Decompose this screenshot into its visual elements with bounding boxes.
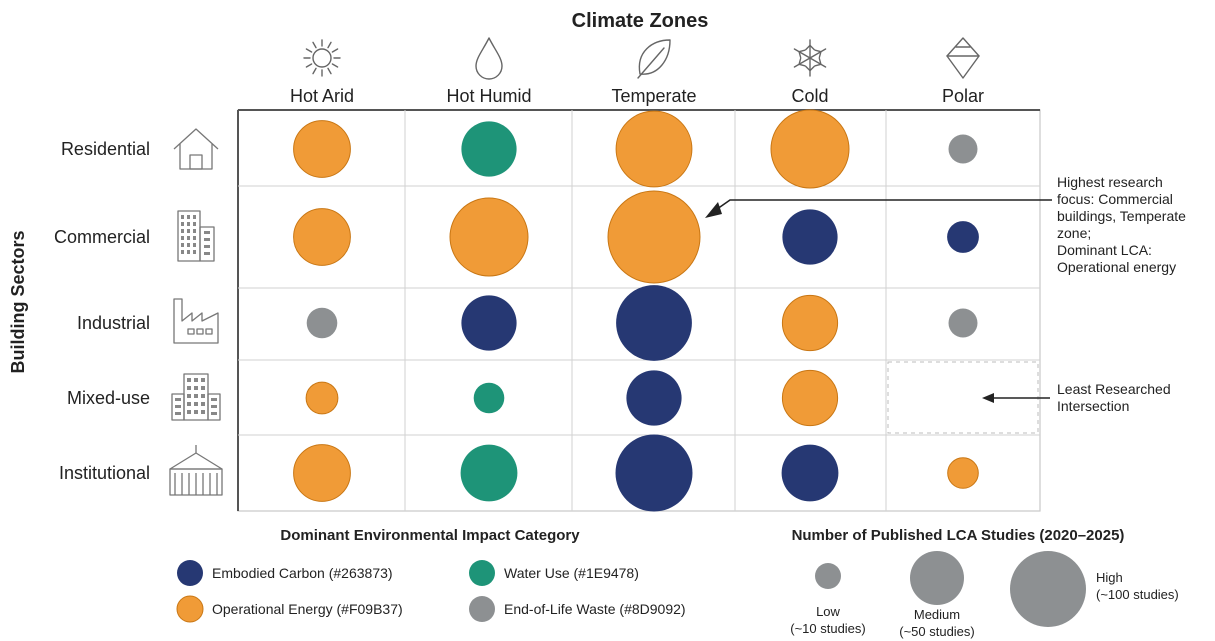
climate-zone-labels: Hot Arid Hot Humid Temperate Cold Polar (290, 86, 984, 106)
annotation-arrowhead-highest (705, 202, 722, 218)
bubble-commercial-hot-arid (293, 208, 351, 266)
bubble-marks (293, 109, 979, 512)
legend-swatch-operational-energy (176, 595, 204, 623)
bubble-mixed-use-cold (781, 369, 839, 427)
bubble-commercial-cold (782, 209, 838, 265)
category-legend: Embodied Carbon (#263873) Water Use (#1E9… (176, 560, 686, 623)
bubble-mixed-use-hot-humid (473, 382, 505, 414)
size-legend-title: Number of Published LCA Studies (2020–20… (792, 527, 1125, 544)
building-sector-icons (169, 128, 223, 496)
institution-icon (169, 445, 223, 496)
zone-label-hot-arid: Hot Arid (290, 86, 354, 106)
bubble-commercial-temperate (607, 190, 701, 284)
bubble-residential-polar (948, 134, 978, 164)
bubble-mixed-use-hot-arid (305, 381, 339, 415)
bubble-industrial-cold (781, 294, 839, 352)
sector-label-commercial: Commercial (54, 227, 150, 247)
bubble-industrial-hot-arid (306, 307, 338, 339)
bubble-residential-temperate (615, 110, 693, 188)
size-legend: Low (~10 studies) Medium (~50 studies) High (… (790, 551, 1179, 639)
building-sector-labels: Residential Commercial Industrial Mixed-use… (54, 139, 150, 483)
mixed-use-building-icon (171, 373, 221, 421)
size-legend-sub-high: (~100 studies) (1096, 587, 1179, 602)
zone-label-hot-humid: Hot Humid (446, 86, 531, 106)
size-legend-label-medium: Medium (914, 607, 960, 622)
bubble-institutional-hot-humid (460, 444, 518, 502)
size-legend-sub-low: (~10 studies) (790, 621, 866, 636)
ice-crystal-icon (946, 37, 980, 79)
legend-label-water-use: Water Use (#1E9478) (504, 565, 639, 581)
bubble-industrial-polar (948, 308, 978, 338)
annotation-least-researched: Least Researched Intersection (1057, 381, 1171, 414)
bubble-residential-cold (770, 109, 850, 189)
bubble-residential-hot-humid (461, 121, 517, 177)
legend-swatch-water-use (469, 560, 495, 586)
zone-label-polar: Polar (942, 86, 984, 106)
legend-label-embodied-carbon: Embodied Carbon (#263873) (212, 565, 393, 581)
bubble-residential-hot-arid (293, 120, 351, 178)
factory-icon (173, 298, 219, 344)
size-legend-bubble-high (1010, 551, 1086, 627)
size-legend-sub-medium: (~50 studies) (899, 624, 975, 639)
sector-label-institutional: Institutional (59, 463, 150, 483)
zone-label-cold: Cold (791, 86, 828, 106)
size-legend-bubble-medium (910, 551, 964, 605)
legend-swatch-embodied-carbon (177, 560, 203, 586)
size-legend-label-high: High (1096, 570, 1123, 585)
sector-label-residential: Residential (61, 139, 150, 159)
matrix-grid (237, 109, 1041, 512)
chart-title: Climate Zones (572, 10, 709, 32)
legend-swatch-end-of-life-waste (469, 596, 495, 622)
climate-zone-icons (303, 37, 980, 80)
bubble-institutional-polar (947, 457, 979, 489)
bubble-institutional-temperate (615, 434, 693, 512)
bubble-institutional-hot-arid (293, 444, 351, 502)
sector-label-industrial: Industrial (77, 313, 150, 333)
house-icon (173, 128, 219, 170)
annotation-arrow-highest (709, 199, 1052, 215)
category-legend-title: Dominant Environmental Impact Category (280, 527, 580, 544)
bubble-commercial-hot-humid (449, 197, 529, 277)
bubble-industrial-hot-humid (461, 295, 517, 351)
legend-label-end-of-life-waste: End-of-Life Waste (#8D9092) (504, 601, 686, 617)
bubble-industrial-temperate (616, 285, 692, 361)
y-axis-title: Building Sectors (8, 230, 28, 373)
annotation-arrowhead-least (982, 393, 994, 403)
bubble-institutional-cold (781, 444, 839, 502)
zone-label-temperate: Temperate (611, 86, 696, 106)
sector-label-mixed-use: Mixed-use (67, 388, 150, 408)
sun-icon (303, 39, 341, 77)
legend-label-operational-energy: Operational Energy (#F09B37) (212, 601, 403, 617)
snowflake-icon (793, 39, 827, 77)
bubble-mixed-use-temperate (626, 370, 682, 426)
annotation-highest-research: Highest research focus: Commercial buildin… (1057, 174, 1186, 275)
leaf-icon (637, 39, 671, 79)
size-legend-bubble-low (815, 563, 841, 589)
office-building-icon (177, 210, 215, 262)
bubble-commercial-polar (947, 221, 979, 253)
chart-annotations: Highest research focus: Commercial buildin… (705, 174, 1186, 414)
droplet-icon (475, 37, 503, 80)
size-legend-label-low: Low (816, 604, 840, 619)
